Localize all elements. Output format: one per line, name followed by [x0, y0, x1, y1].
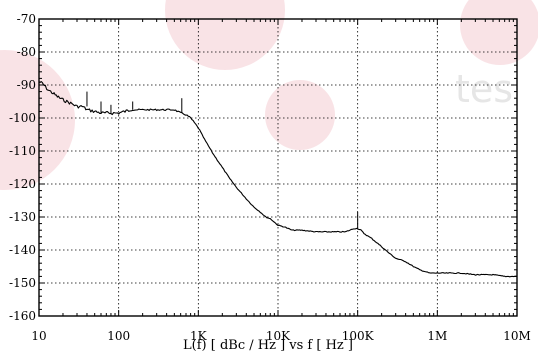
- x-tick-label: 1K: [190, 329, 208, 343]
- y-tick-label: -110: [9, 144, 36, 158]
- x-tick-label: 10: [31, 329, 46, 343]
- x-tick-label: 100K: [342, 329, 375, 343]
- x-axis-title: L(f) [ dBc / Hz ] vs f [ Hz ]: [183, 338, 353, 353]
- x-tick-label: 100: [107, 329, 130, 343]
- x-tick-label: 10M: [503, 329, 531, 343]
- y-tick-label: -80: [17, 45, 36, 59]
- y-tick-label: -150: [9, 276, 36, 290]
- svg-text:tes: tes: [455, 67, 513, 111]
- y-tick-label: -120: [9, 177, 36, 191]
- y-tick-label: -100: [9, 111, 36, 125]
- grid: [39, 19, 517, 316]
- y-tick-label: -90: [17, 78, 36, 92]
- y-tick-label: -130: [9, 210, 36, 224]
- tick-labels: 10 100 1K 10K 100K 1M 10M -70 -80 -90 -100 -110 -120…: [9, 12, 531, 343]
- y-tick-label: -140: [9, 243, 36, 257]
- y-tick-label: -70: [17, 12, 36, 26]
- watermark-logo: tes: [0, 0, 538, 190]
- axis-ticks: [38, 18, 517, 317]
- x-tick-label: 1M: [427, 329, 447, 343]
- y-tick-label: -160: [9, 309, 36, 323]
- x-tick-label: 10K: [266, 329, 291, 343]
- phase-noise-series-line: [38, 81, 518, 278]
- series-layer: [38, 81, 518, 278]
